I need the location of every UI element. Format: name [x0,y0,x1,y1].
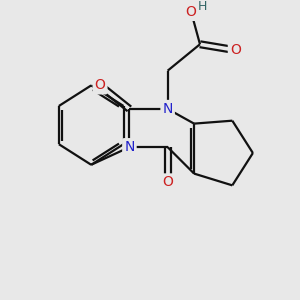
Text: N: N [163,102,173,116]
Text: O: O [230,43,241,57]
Text: O: O [186,5,196,19]
Text: O: O [94,78,106,92]
Text: O: O [162,176,173,189]
Text: H: H [198,0,207,13]
Text: N: N [124,140,135,154]
